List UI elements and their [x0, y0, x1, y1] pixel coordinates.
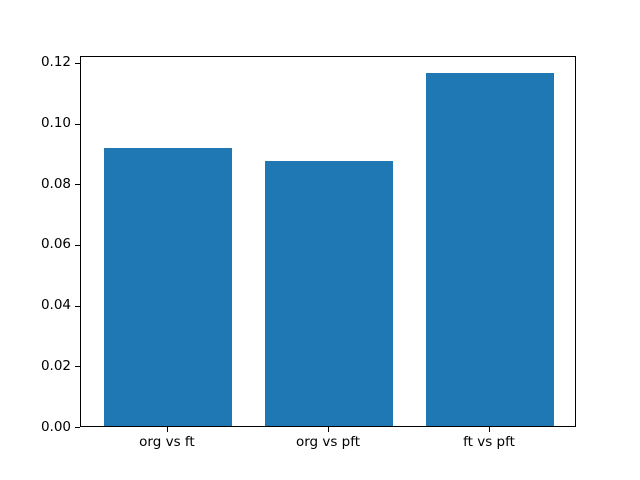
x-tick-org-vs-pft — [328, 427, 329, 432]
y-tick-0.04 — [75, 305, 80, 307]
y-tick-label-0.02: 0.02 — [40, 357, 71, 374]
y-tick-0.06 — [75, 244, 80, 246]
x-tick-label-org-vs-ft: org vs ft — [139, 434, 195, 450]
x-tick-org-vs-ft — [166, 427, 168, 432]
x-tick-label-ft-vs-pft: ft vs pft — [463, 434, 515, 450]
y-tick-0.10 — [75, 123, 80, 125]
y-tick-label-0.06: 0.06 — [40, 236, 71, 253]
y-tick-0.12 — [75, 62, 80, 64]
y-tick-0.00 — [75, 427, 80, 428]
y-tick-label-0.08: 0.08 — [40, 175, 71, 192]
bar-org-vs-ft — [103, 148, 233, 426]
plot-area — [80, 56, 576, 427]
y-tick-label-0.12: 0.12 — [40, 54, 71, 71]
y-tick-0.02 — [75, 366, 80, 368]
y-tick-label-0.00: 0.00 — [40, 418, 71, 435]
x-tick-label-org-vs-pft: org vs pft — [295, 434, 361, 450]
x-tick-ft-vs-pft — [489, 427, 491, 432]
y-tick-label-0.04: 0.04 — [40, 297, 71, 314]
y-tick-label-0.10: 0.10 — [40, 115, 71, 132]
bar-org-vs-pft — [264, 160, 394, 426]
y-tick-0.08 — [75, 184, 80, 186]
bar-ft-vs-pft — [425, 73, 555, 426]
